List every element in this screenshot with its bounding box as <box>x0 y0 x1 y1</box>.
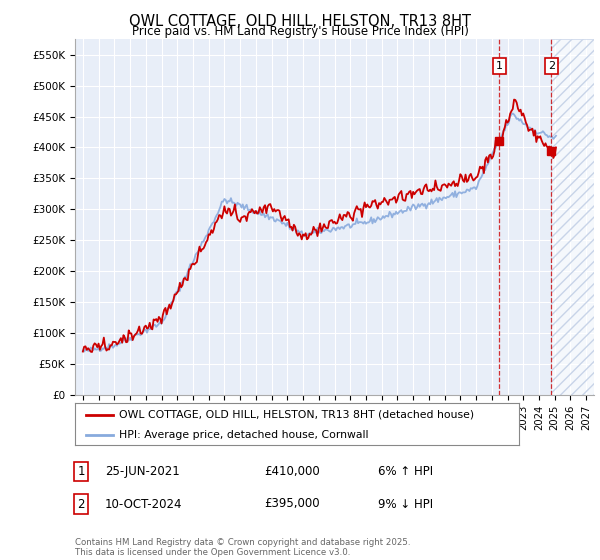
Text: Contains HM Land Registry data © Crown copyright and database right 2025.
This d: Contains HM Land Registry data © Crown c… <box>75 538 410 557</box>
Text: HPI: Average price, detached house, Cornwall: HPI: Average price, detached house, Corn… <box>119 430 369 440</box>
Text: 2: 2 <box>77 497 85 511</box>
Text: 2: 2 <box>548 61 555 71</box>
Text: 10-OCT-2024: 10-OCT-2024 <box>105 497 182 511</box>
Text: 9% ↓ HPI: 9% ↓ HPI <box>378 497 433 511</box>
Text: OWL COTTAGE, OLD HILL, HELSTON, TR13 8HT (detached house): OWL COTTAGE, OLD HILL, HELSTON, TR13 8HT… <box>119 410 475 420</box>
Bar <box>551 39 594 395</box>
Text: 6% ↑ HPI: 6% ↑ HPI <box>378 465 433 478</box>
Text: £395,000: £395,000 <box>264 497 320 511</box>
Text: 1: 1 <box>496 61 503 71</box>
Text: 1: 1 <box>77 465 85 478</box>
Text: OWL COTTAGE, OLD HILL, HELSTON, TR13 8HT: OWL COTTAGE, OLD HILL, HELSTON, TR13 8HT <box>129 14 471 29</box>
Text: 25-JUN-2021: 25-JUN-2021 <box>105 465 180 478</box>
Text: £410,000: £410,000 <box>264 465 320 478</box>
Bar <box>551 39 594 395</box>
Text: Price paid vs. HM Land Registry's House Price Index (HPI): Price paid vs. HM Land Registry's House … <box>131 25 469 38</box>
